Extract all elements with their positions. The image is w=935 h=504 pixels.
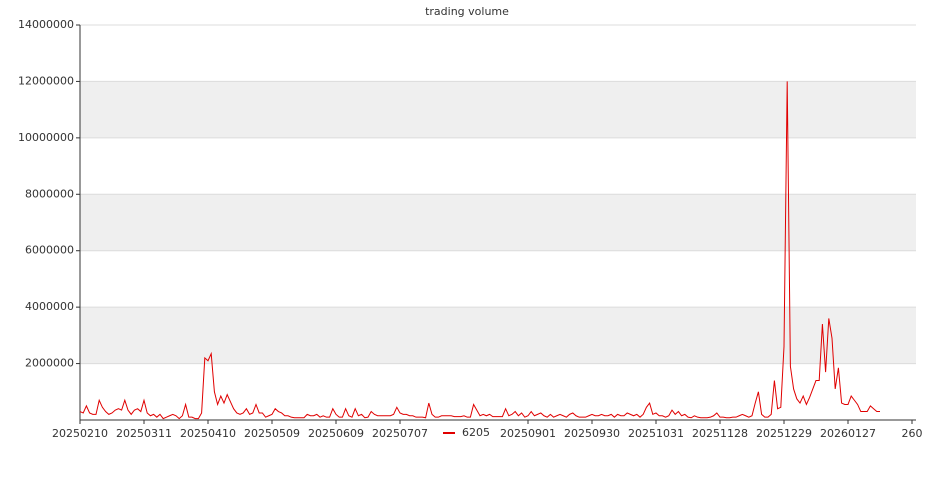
x-tick-label: 20250901 bbox=[500, 427, 556, 440]
y-tick-label: 12000000 bbox=[18, 74, 74, 87]
x-tick-label: 20260127 bbox=[820, 427, 876, 440]
grid-band bbox=[80, 81, 916, 138]
x-tick-label: 20250210 bbox=[52, 427, 108, 440]
y-tick-label: 10000000 bbox=[18, 131, 74, 144]
x-tick-label: 20250609 bbox=[308, 427, 364, 440]
y-tick-label: 2000000 bbox=[25, 357, 74, 370]
series-line bbox=[79, 81, 880, 420]
x-tick-label: 20250311 bbox=[116, 427, 172, 440]
x-tick-label: 20250930 bbox=[564, 427, 620, 440]
y-tick-label: 4000000 bbox=[25, 300, 74, 313]
x-tick-label: 20251128 bbox=[692, 427, 748, 440]
y-tick-label: 14000000 bbox=[18, 18, 74, 31]
legend-label: 6205 bbox=[462, 426, 490, 439]
y-tick-label: 6000000 bbox=[25, 244, 74, 257]
x-tick-label: 20251229 bbox=[756, 427, 812, 440]
x-tick-label: 20251031 bbox=[628, 427, 684, 440]
x-tick-label: 20250707 bbox=[372, 427, 428, 440]
grid-band bbox=[80, 307, 916, 364]
x-tick-label: 260 bbox=[902, 427, 923, 440]
y-tick-label: 8000000 bbox=[25, 187, 74, 200]
legend-bg bbox=[437, 425, 495, 441]
chart-title: trading volume bbox=[425, 5, 509, 18]
x-tick-label: 20250509 bbox=[244, 427, 300, 440]
x-tick-label: 20250410 bbox=[180, 427, 236, 440]
grid-band bbox=[80, 194, 916, 251]
